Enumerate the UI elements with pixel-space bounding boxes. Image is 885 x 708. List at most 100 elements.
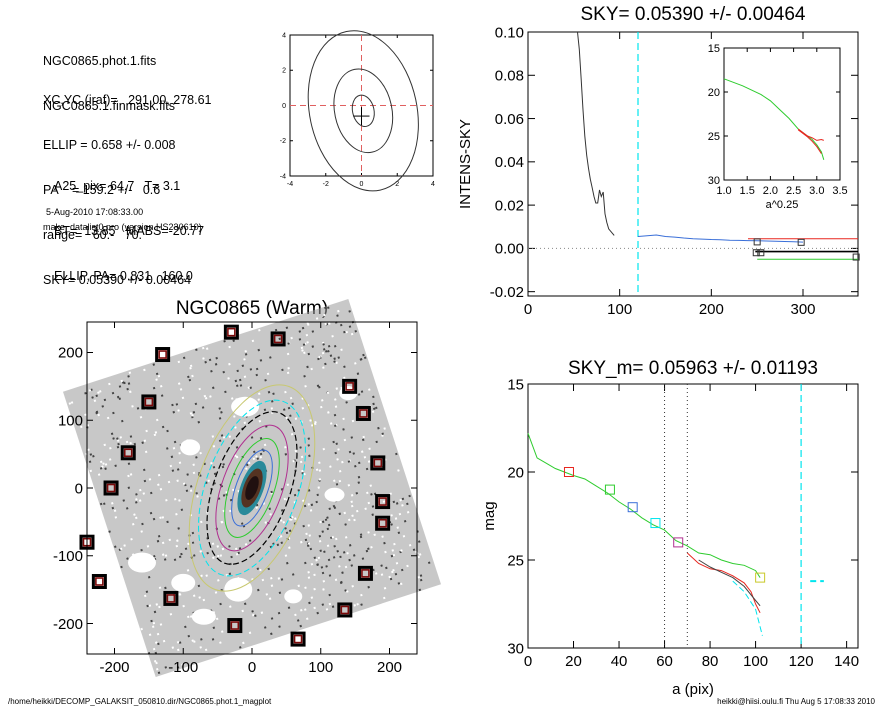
noise-dot: [342, 428, 345, 431]
noise-dot: [313, 587, 316, 591]
noise-dot: [143, 594, 147, 598]
noise-dot: [180, 508, 184, 511]
noise-dot: [333, 545, 336, 548]
noise-dot: [274, 328, 278, 332]
noise-dot: [208, 358, 212, 362]
param-line: XC,YC (iraf)= 291.00, 278.61: [43, 93, 212, 107]
noise-dot: [193, 640, 196, 643]
image-ytick-label: 200: [58, 345, 83, 362]
noise-dot: [178, 451, 181, 455]
noise-dot: [360, 593, 363, 597]
noise-dot: [313, 556, 317, 559]
noise-dot: [365, 467, 369, 471]
noise-dot: [157, 671, 161, 675]
noise-dot: [317, 556, 321, 560]
image-ytick-label: 0: [75, 480, 83, 497]
mag-xtick-label: 120: [789, 653, 814, 670]
noise-dot: [160, 394, 164, 397]
masked-region: [171, 573, 196, 592]
masked-region: [284, 589, 303, 604]
noise-dot: [356, 372, 360, 375]
mask-box: [155, 347, 171, 363]
noise-dot: [335, 537, 338, 541]
noise-dot: [281, 368, 284, 372]
noise-dot: [308, 601, 311, 605]
sky-ytick-label: -0.02: [490, 284, 524, 301]
noise-dot: [384, 550, 387, 554]
noise-dot: [181, 663, 184, 666]
noise-dot: [187, 634, 191, 638]
galaxy-image-plot: NGC0865 (Warm) -200 -100 0 100 200 -200 -100 0 10…: [53, 298, 442, 678]
noise-dot: [243, 602, 247, 606]
noise-dot: [212, 445, 216, 448]
noise-dot: [185, 489, 189, 493]
noise-dot: [256, 567, 260, 570]
noise-dot: [320, 399, 324, 402]
noise-dot: [336, 314, 339, 317]
noise-dot: [192, 594, 196, 597]
noise-dot: [286, 352, 290, 356]
noise-dot: [399, 582, 403, 586]
noise-dot: [306, 341, 309, 344]
noise-dot: [337, 356, 340, 359]
noise-dot: [153, 659, 157, 663]
info-date: 5-Aug-2010 17:08:33.00: [46, 207, 144, 217]
mask-box: [270, 331, 286, 347]
noise-dot: [289, 518, 292, 521]
noise-dot: [149, 511, 153, 515]
noise-dot: [248, 539, 252, 542]
noise-dot: [268, 597, 272, 600]
noise-dot: [304, 586, 307, 590]
noise-dot: [301, 469, 304, 473]
noise-dot: [221, 465, 225, 469]
noise-dot: [234, 379, 238, 383]
noise-dot: [395, 562, 399, 565]
noise-dot: [289, 396, 293, 400]
noise-dot: [284, 527, 287, 530]
sky-ytick-label: 0.06: [495, 111, 524, 128]
mag-marker: [650, 518, 661, 529]
mask-box-inner: [95, 577, 104, 586]
isophote: [206, 411, 298, 565]
noise-dot: [235, 455, 239, 459]
noise-dot: [301, 471, 304, 475]
noise-dot: [351, 514, 354, 518]
noise-dot: [112, 411, 115, 415]
noise-dot: [329, 354, 333, 357]
noise-dot: [304, 608, 307, 611]
noise-dot: [149, 491, 153, 495]
noise-dot: [99, 467, 103, 470]
noise-dot: [176, 640, 180, 644]
noise-dot: [286, 561, 289, 565]
noise-dot: [361, 438, 365, 442]
noise-dot: [395, 502, 399, 505]
noise-dot: [245, 467, 248, 470]
sky-series-line: [577, 31, 615, 236]
noise-dot: [201, 406, 205, 409]
noise-dot: [91, 396, 94, 399]
noise-dot: [391, 549, 395, 552]
inset-ytick-label: 30: [708, 175, 720, 187]
contour-level: [307, 30, 419, 192]
noise-dot: [270, 407, 274, 410]
mask-box: [337, 602, 353, 618]
noise-dot: [269, 513, 272, 516]
noise-dot: [328, 574, 332, 577]
mask-box: [103, 480, 119, 496]
noise-dot: [128, 371, 132, 374]
noise-dot: [374, 572, 378, 575]
noise-dot: [284, 554, 288, 557]
noise-dot: [108, 382, 111, 386]
noise-dot: [353, 604, 357, 607]
noise-dot: [200, 520, 203, 524]
noise-dot: [359, 533, 363, 536]
noise-dot: [191, 374, 194, 378]
noise-dot: [108, 530, 111, 533]
noise-dot: [368, 447, 371, 451]
noise-dot: [116, 395, 120, 399]
mag-xtick-label: 40: [611, 653, 628, 670]
noise-dot: [257, 588, 260, 592]
noise-dot: [355, 491, 359, 495]
noise-dot: [395, 452, 398, 456]
noise-dot: [203, 394, 207, 398]
